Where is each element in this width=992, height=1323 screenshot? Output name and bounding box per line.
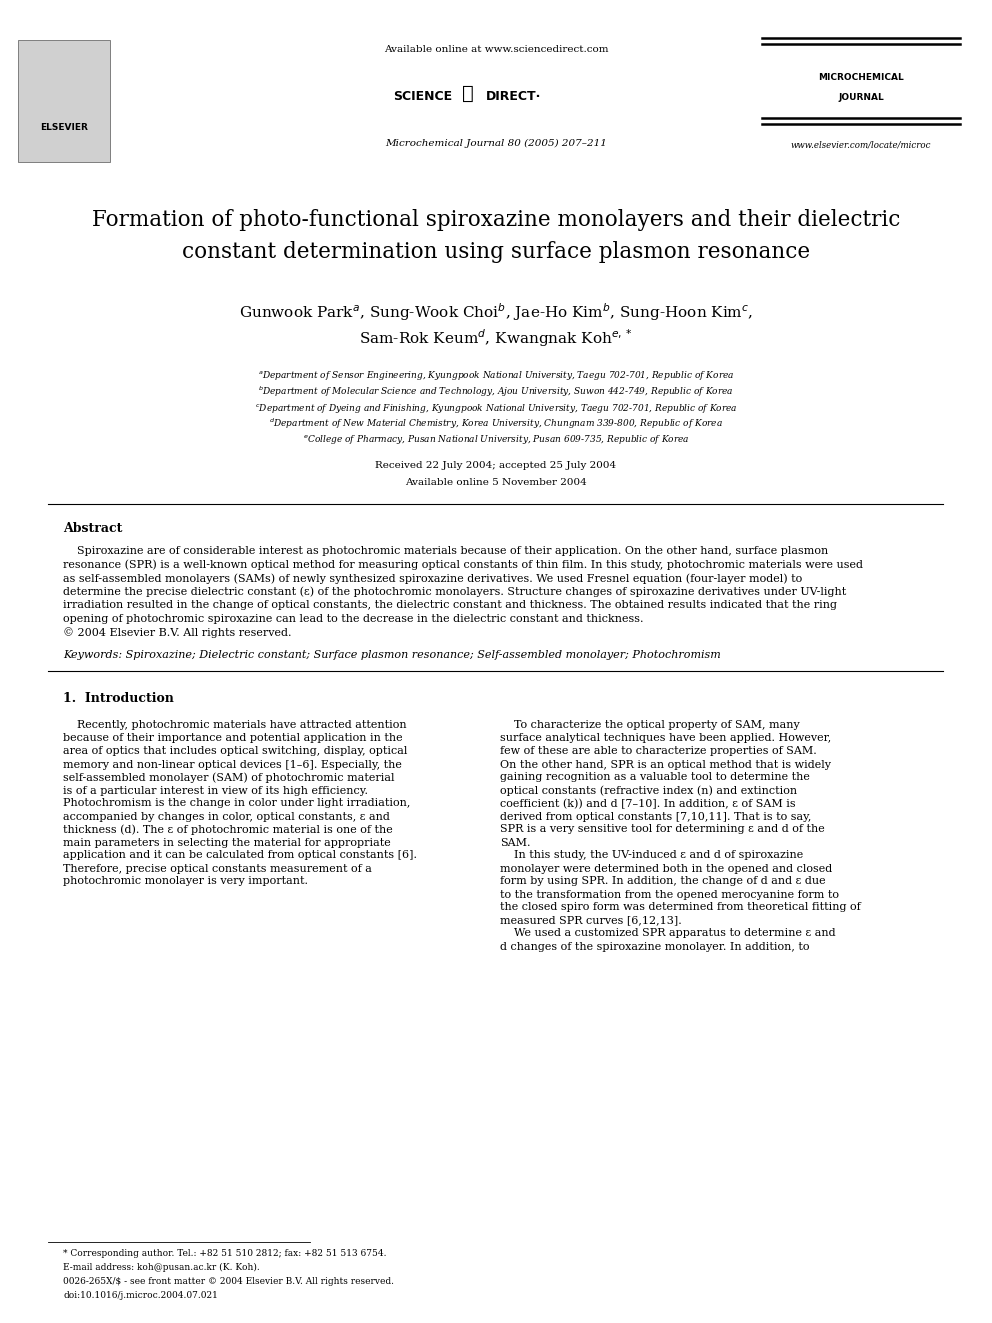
Text: * Corresponding author. Tel.: +82 51 510 2812; fax: +82 51 513 6754.: * Corresponding author. Tel.: +82 51 510… [63,1249,387,1257]
Text: Available online 5 November 2004: Available online 5 November 2004 [405,478,587,487]
Text: irradiation resulted in the change of optical constants, the dielectric constant: irradiation resulted in the change of op… [63,601,837,610]
Text: SPR is a very sensitive tool for determining ε and d of the: SPR is a very sensitive tool for determi… [500,824,824,835]
Text: SAM.: SAM. [500,837,531,848]
Text: ELSEVIER: ELSEVIER [40,123,88,132]
Text: accompanied by changes in color, optical constants, ε and: accompanied by changes in color, optical… [63,811,390,822]
Text: DIRECT·: DIRECT· [486,90,542,102]
Text: few of these are able to characterize properties of SAM.: few of these are able to characterize pr… [500,746,816,757]
Text: d changes of the spiroxazine monolayer. In addition, to: d changes of the spiroxazine monolayer. … [500,942,809,951]
Text: gaining recognition as a valuable tool to determine the: gaining recognition as a valuable tool t… [500,773,809,782]
Text: constant determination using surface plasmon resonance: constant determination using surface pla… [182,241,810,263]
Text: MICROCHEMICAL: MICROCHEMICAL [818,74,904,82]
Text: is of a particular interest in view of its high efficiency.: is of a particular interest in view of i… [63,786,368,795]
Text: because of their importance and potential application in the: because of their importance and potentia… [63,733,403,744]
Text: 1.  Introduction: 1. Introduction [63,692,174,705]
Text: Keywords: Spiroxazine; Dielectric constant; Surface plasmon resonance; Self-asse: Keywords: Spiroxazine; Dielectric consta… [63,651,721,660]
Text: Recently, photochromic materials have attracted attention: Recently, photochromic materials have at… [63,721,407,730]
Text: application and it can be calculated from optical constants [6].: application and it can be calculated fro… [63,851,417,860]
Text: self-assembled monolayer (SAM) of photochromic material: self-assembled monolayer (SAM) of photoc… [63,773,395,783]
Text: On the other hand, SPR is an optical method that is widely: On the other hand, SPR is an optical met… [500,759,831,770]
Text: measured SPR curves [6,12,13].: measured SPR curves [6,12,13]. [500,916,682,926]
Text: opening of photochromic spiroxazine can lead to the decrease in the dielectric c: opening of photochromic spiroxazine can … [63,614,644,623]
Text: E-mail address: koh@pusan.ac.kr (K. Koh).: E-mail address: koh@pusan.ac.kr (K. Koh)… [63,1262,260,1271]
Text: $^e$College of Pharmacy, Pusan National University, Pusan 609-735, Republic of K: $^e$College of Pharmacy, Pusan National … [303,434,689,446]
Text: Sam-Rok Keum$^d$, Kwangnak Koh$^{e,*}$: Sam-Rok Keum$^d$, Kwangnak Koh$^{e,*}$ [359,327,633,349]
Text: $^a$Department of Sensor Engineering, Kyungpook National University, Taegu 702-7: $^a$Department of Sensor Engineering, Ky… [258,369,734,382]
Text: determine the precise dielectric constant (ε) of the photochromic monolayers. St: determine the precise dielectric constan… [63,586,846,597]
Text: surface analytical techniques have been applied. However,: surface analytical techniques have been … [500,733,831,744]
Text: JOURNAL: JOURNAL [838,93,884,102]
Text: area of optics that includes optical switching, display, optical: area of optics that includes optical swi… [63,746,408,757]
Text: Photochromism is the change in color under light irradiation,: Photochromism is the change in color und… [63,799,411,808]
Text: memory and non-linear optical devices [1–6]. Especially, the: memory and non-linear optical devices [1… [63,759,402,770]
Text: Therefore, precise optical constants measurement of a: Therefore, precise optical constants mea… [63,864,372,873]
Text: form by using SPR. In addition, the change of d and ε due: form by using SPR. In addition, the chan… [500,877,825,886]
Text: Microchemical Journal 80 (2005) 207–211: Microchemical Journal 80 (2005) 207–211 [385,139,607,148]
Text: Spiroxazine are of considerable interest as photochromic materials because of th: Spiroxazine are of considerable interest… [63,546,828,556]
Text: © 2004 Elsevier B.V. All rights reserved.: © 2004 Elsevier B.V. All rights reserved… [63,627,292,638]
Text: SCIENCE: SCIENCE [393,90,452,102]
Text: In this study, the UV-induced ε and d of spiroxazine: In this study, the UV-induced ε and d of… [500,851,804,860]
Text: as self-assembled monolayers (SAMs) of newly synthesized spiroxazine derivatives: as self-assembled monolayers (SAMs) of n… [63,573,803,583]
Text: Gunwook Park$^a$, Sung-Wook Choi$^b$, Jae-Ho Kim$^b$, Sung-Hoon Kim$^c$,: Gunwook Park$^a$, Sung-Wook Choi$^b$, Ja… [239,302,753,323]
Text: photochromic monolayer is very important.: photochromic monolayer is very important… [63,877,308,886]
Text: We used a customized SPR apparatus to determine ε and: We used a customized SPR apparatus to de… [500,929,835,938]
Text: main parameters in selecting the material for appropriate: main parameters in selecting the materia… [63,837,391,848]
Text: optical constants (refractive index (n) and extinction: optical constants (refractive index (n) … [500,786,798,796]
Text: www.elsevier.com/locate/microc: www.elsevier.com/locate/microc [791,140,931,149]
Text: $^d$Department of New Material Chemistry, Korea University, Chungnam 339-800, Re: $^d$Department of New Material Chemistry… [269,417,723,431]
Text: to the transformation from the opened merocyanine form to: to the transformation from the opened me… [500,889,839,900]
Text: Received 22 July 2004; accepted 25 July 2004: Received 22 July 2004; accepted 25 July … [375,462,617,471]
Text: ⓓ: ⓓ [462,83,474,102]
Text: To characterize the optical property of SAM, many: To characterize the optical property of … [500,721,800,730]
Text: derived from optical constants [7,10,11]. That is to say,: derived from optical constants [7,10,11]… [500,811,811,822]
Text: $^b$Department of Molecular Science and Technology, Ajou University, Suwon 442-7: $^b$Department of Molecular Science and … [258,385,734,400]
FancyBboxPatch shape [18,40,110,161]
Text: coefficient (k)) and d [7–10]. In addition, ε of SAM is: coefficient (k)) and d [7–10]. In additi… [500,799,796,808]
Text: monolayer were determined both in the opened and closed: monolayer were determined both in the op… [500,864,832,873]
Text: $^c$Department of Dyeing and Finishing, Kyungpook National University, Taegu 702: $^c$Department of Dyeing and Finishing, … [255,401,737,414]
Text: the closed spiro form was determined from theoretical fitting of: the closed spiro form was determined fro… [500,902,861,913]
Text: doi:10.1016/j.microc.2004.07.021: doi:10.1016/j.microc.2004.07.021 [63,1290,218,1299]
Text: 0026-265X/$ - see front matter © 2004 Elsevier B.V. All rights reserved.: 0026-265X/$ - see front matter © 2004 El… [63,1277,394,1286]
Text: Abstract: Abstract [63,521,122,534]
Text: thickness (d). The ε of photochromic material is one of the: thickness (d). The ε of photochromic mat… [63,824,393,835]
Text: Formation of photo-functional spiroxazine monolayers and their dielectric: Formation of photo-functional spiroxazin… [92,209,900,232]
Text: Available online at www.sciencedirect.com: Available online at www.sciencedirect.co… [384,45,608,54]
Text: resonance (SPR) is a well-known optical method for measuring optical constants o: resonance (SPR) is a well-known optical … [63,560,863,570]
